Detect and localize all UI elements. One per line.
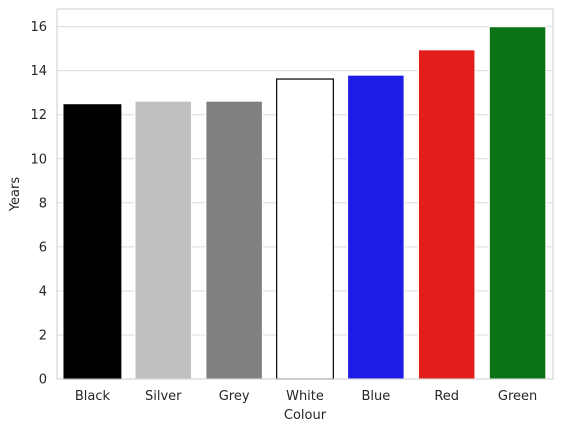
y-tick-label: 10	[30, 152, 47, 167]
bar-layer	[63, 26, 547, 380]
bar-black	[63, 104, 122, 380]
x-tick-label-silver: Silver	[145, 389, 182, 404]
y-tick-label: 6	[39, 240, 47, 255]
y-tick-label: 14	[30, 64, 47, 79]
x-tick-label-white: White	[286, 389, 324, 404]
x-axis-label: Colour	[284, 408, 327, 423]
bar-green	[488, 26, 547, 380]
x-tick-label-grey: Grey	[219, 389, 250, 404]
y-tick-label: 2	[39, 328, 47, 343]
y-tick-label: 12	[30, 108, 47, 123]
x-tick-label-red: Red	[434, 389, 459, 404]
bar-red	[417, 49, 476, 380]
x-tick-label-green: Green	[498, 389, 537, 404]
bar-blue	[346, 74, 405, 380]
x-tick-labels: Black Silver Grey White Blue Red Green	[75, 389, 537, 404]
x-tick-label-black: Black	[75, 389, 111, 404]
y-tick-labels: 0 2 4 6 8 10 12 14 16	[30, 20, 47, 387]
y-axis-label: Years	[8, 177, 23, 213]
y-tick-label: 16	[30, 20, 47, 35]
bar-grey	[205, 100, 264, 380]
bar-white	[276, 78, 334, 380]
y-tick-label: 4	[39, 284, 47, 299]
y-tick-label: 0	[39, 373, 47, 388]
x-tick-label-blue: Blue	[361, 389, 390, 404]
plot-frame	[56, 8, 554, 380]
y-tick-label: 8	[39, 196, 47, 211]
bar-silver	[134, 100, 193, 380]
